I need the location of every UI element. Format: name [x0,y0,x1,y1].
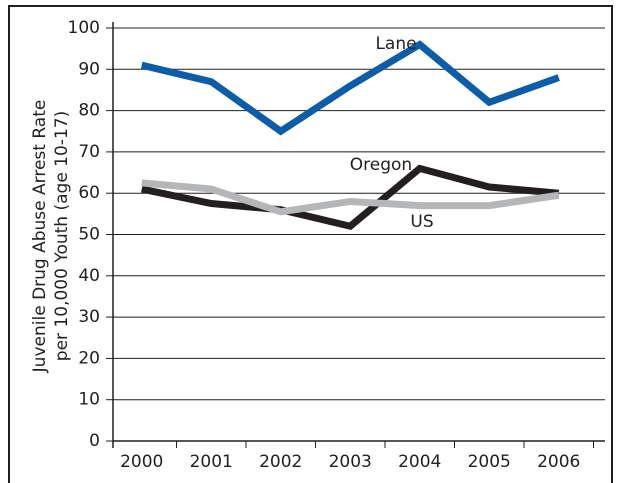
y-tick-label: 70 [78,142,100,162]
y-tick-label: 90 [78,59,100,79]
x-tick-label: 2006 [537,452,580,472]
y-tick-label: 100 [68,18,100,38]
x-tick-label: 2005 [468,452,511,472]
series-label: Oregon [350,155,412,175]
y-tick-label: 40 [78,266,100,286]
y-axis-label: per 10,000 Youth (age 10-17) [52,111,72,361]
series-line [140,40,560,136]
y-tick-label: 50 [78,225,100,245]
y-tick-label: 0 [89,431,100,451]
x-tick-label: 2004 [398,452,441,472]
series-line [141,179,560,216]
y-tick-label: 80 [78,101,100,121]
y-tick-label: 10 [78,390,100,410]
x-tick-label: 2000 [120,452,163,472]
x-tick-label: 2002 [259,452,302,472]
y-tick-label: 30 [78,307,100,327]
frame [8,5,613,483]
x-tick-label: 2001 [190,452,233,472]
y-axis-label: Juvenile Drug Abuse Arrest Rate [30,100,50,374]
series-line [141,164,560,231]
x-tick-label: 2003 [329,452,372,472]
y-tick-label: 60 [78,183,100,203]
y-tick-label: 20 [78,348,100,368]
series-label: US [410,212,433,232]
series-label: Lane [375,34,416,54]
